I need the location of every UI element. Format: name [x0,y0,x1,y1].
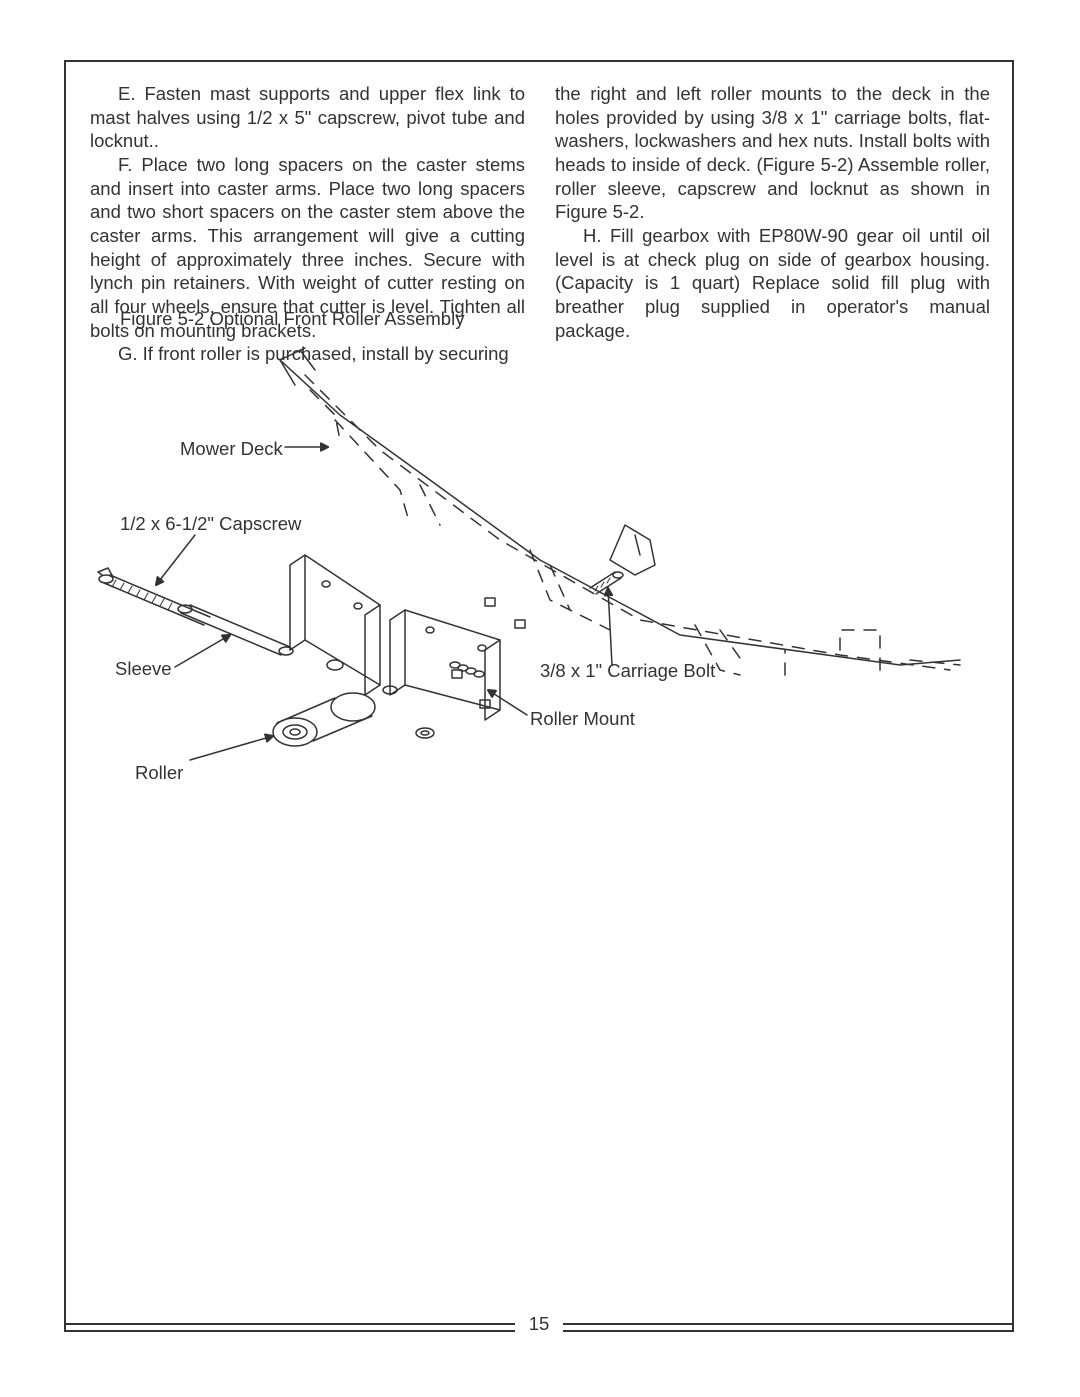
page-footer: 15 [64,1313,1014,1335]
para-e: E. Fasten mast supports and upper flex l… [90,82,525,153]
figure-caption: Figure 5-2 Optional Front Roller Assembl… [120,308,464,330]
page-number: 15 [515,1313,564,1335]
para-h: H. Fill gearbox with EP80W-90 gear oil u… [555,224,990,342]
right-column: the right and left roller mounts to the … [555,82,990,366]
para-h-text: H. Fill gearbox with EP80W-90 gear oil u… [555,225,990,341]
figure-5-2-diagram: Mower Deck 1/2 x 6-1/2" Capscrew Sleeve … [80,330,990,830]
footer-rule-left [64,1323,515,1325]
manual-page: E. Fasten mast supports and upper flex l… [0,0,1080,1397]
para-g-right: the right and left roller mounts to the … [555,82,990,224]
label-roller-mount: Roller Mount [530,708,635,730]
label-mower-deck: Mower Deck [180,438,283,460]
label-roller: Roller [135,762,183,784]
para-g-right-text: the right and left roller mounts to the … [555,83,990,222]
label-sleeve: Sleeve [115,658,172,680]
para-e-text: E. Fasten mast supports and upper flex l… [90,83,525,151]
label-capscrew: 1/2 x 6-1/2" Capscrew [120,513,301,535]
footer-rule-right [563,1323,1014,1325]
label-carriage-bolt: 3/8 x 1" Carriage Bolt [540,660,715,682]
roller-assembly-svg [80,330,990,830]
